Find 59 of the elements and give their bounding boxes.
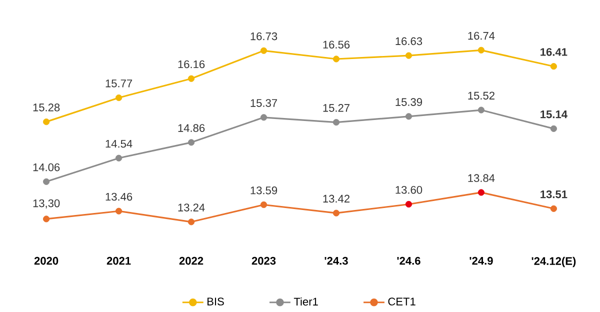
point — [260, 114, 268, 121]
point — [405, 52, 412, 59]
data-label: 16.73 — [250, 32, 278, 40]
data-label: 16.56 — [323, 40, 350, 48]
point — [115, 208, 122, 214]
data-label: 13.84 — [468, 174, 495, 182]
legend-label: CET1 — [388, 298, 416, 306]
data-label: 13,30 — [33, 199, 60, 208]
x-tick-label: 2020 — [34, 256, 58, 265]
data-label: 15.27 — [323, 104, 350, 112]
point — [332, 118, 340, 126]
x-tick-label: '24.3 — [324, 256, 348, 265]
data-label: 13.60 — [396, 186, 422, 194]
point — [42, 178, 50, 185]
point — [115, 94, 122, 101]
legend-label: Tier1 — [294, 297, 318, 306]
point — [405, 113, 412, 120]
point — [405, 200, 412, 208]
x-tick-label: '24.12(E) — [532, 256, 576, 268]
point — [260, 201, 268, 208]
point — [332, 210, 340, 216]
data-label: 14.06 — [33, 163, 60, 172]
data-label: 15.77 — [106, 80, 132, 88]
data-label: 15.37 — [250, 99, 277, 107]
point — [332, 56, 340, 62]
data-label: 16.41 — [540, 48, 568, 56]
point — [478, 46, 485, 54]
point — [115, 154, 122, 162]
data-label: 14.54 — [106, 140, 132, 148]
data-label: 13.51 — [540, 190, 568, 198]
data-label: 16.74 — [468, 32, 495, 40]
data-label: 13.46 — [106, 192, 132, 201]
data-label: 13.24 — [178, 204, 205, 212]
data-label: 15.28 — [33, 103, 60, 112]
point — [42, 118, 50, 126]
point — [188, 139, 195, 146]
x-tick-label: '24.6 — [397, 256, 420, 265]
point — [478, 189, 485, 196]
data-label: 14.86 — [178, 124, 205, 132]
data-label: 15.39 — [396, 98, 422, 106]
data-label: 16.16 — [178, 60, 205, 68]
point — [550, 62, 558, 70]
x-tick-label: 2023 — [252, 256, 276, 265]
data-label: 15.52 — [468, 92, 494, 100]
x-tick-label: '24.9 — [470, 256, 493, 265]
data-label: 16.63 — [396, 37, 422, 46]
point — [42, 216, 50, 222]
data-label: 15.14 — [540, 110, 568, 118]
data-label: 13.59 — [250, 186, 278, 194]
legend-label: BIS — [208, 298, 224, 306]
point — [550, 205, 558, 212]
point — [188, 75, 195, 82]
point — [188, 218, 195, 226]
data-label: 13.42 — [323, 194, 350, 203]
point — [550, 125, 558, 132]
x-tick-label: 2022 — [179, 256, 204, 265]
point — [260, 47, 268, 54]
x-tick-label: 2021 — [106, 256, 131, 265]
point — [478, 106, 485, 114]
